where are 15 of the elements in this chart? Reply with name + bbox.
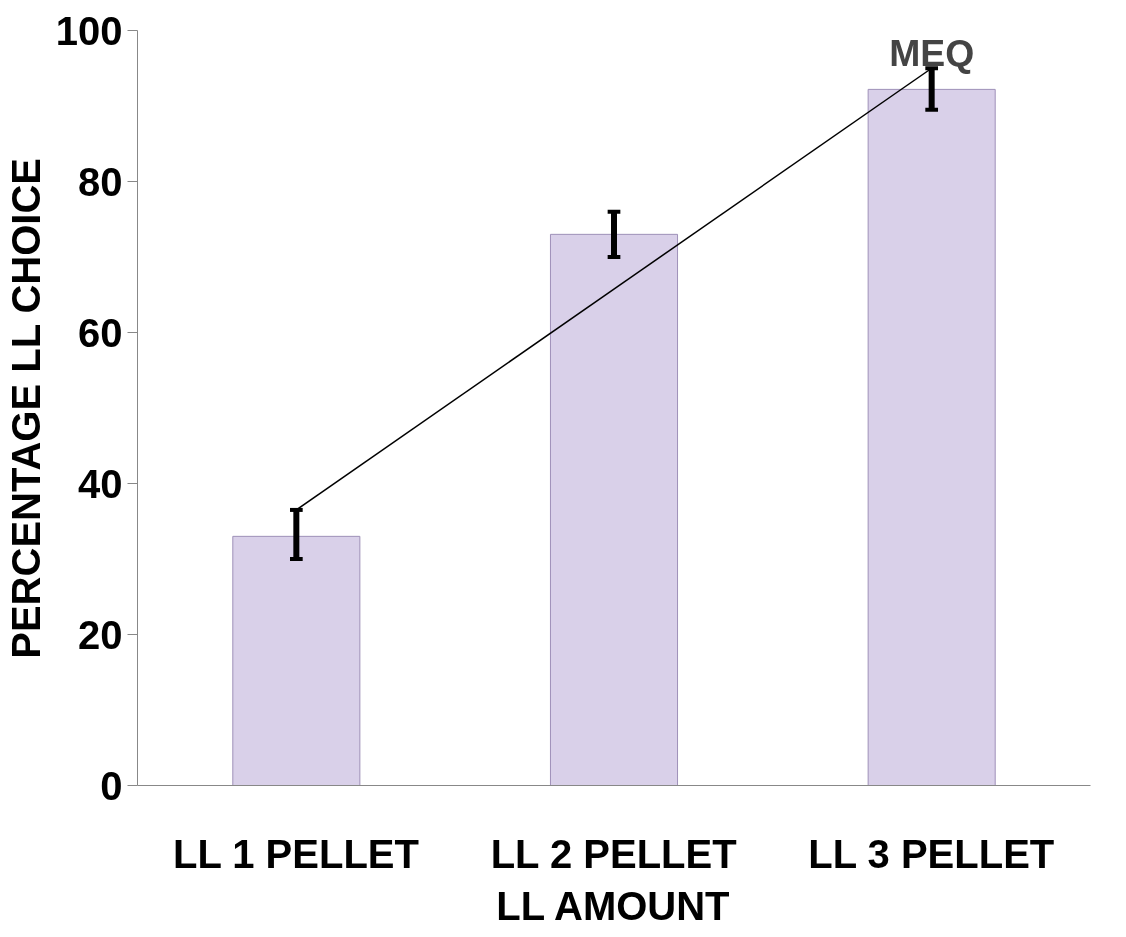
x-tick-label: LL 1 PELLET [172,831,419,876]
y-tick-label: 100 [55,8,123,53]
y-axis-title: PERCENTAGE LL CHOICE [3,157,48,659]
bar [232,535,361,786]
x-tick-label: LL 2 PELLET [490,831,737,876]
y-tick-label: 80 [78,159,123,204]
x-axis-title: LL AMOUNT [496,883,730,928]
bar [549,233,679,786]
bar [867,88,996,786]
annotation: MEQ [889,31,975,74]
x-tick-label: LL 3 PELLET [808,831,1055,876]
y-tick-label: 20 [78,612,123,657]
y-tick-label: 0 [100,763,123,808]
y-tick-label: 60 [78,310,123,355]
y-tick-label: 40 [78,461,123,506]
